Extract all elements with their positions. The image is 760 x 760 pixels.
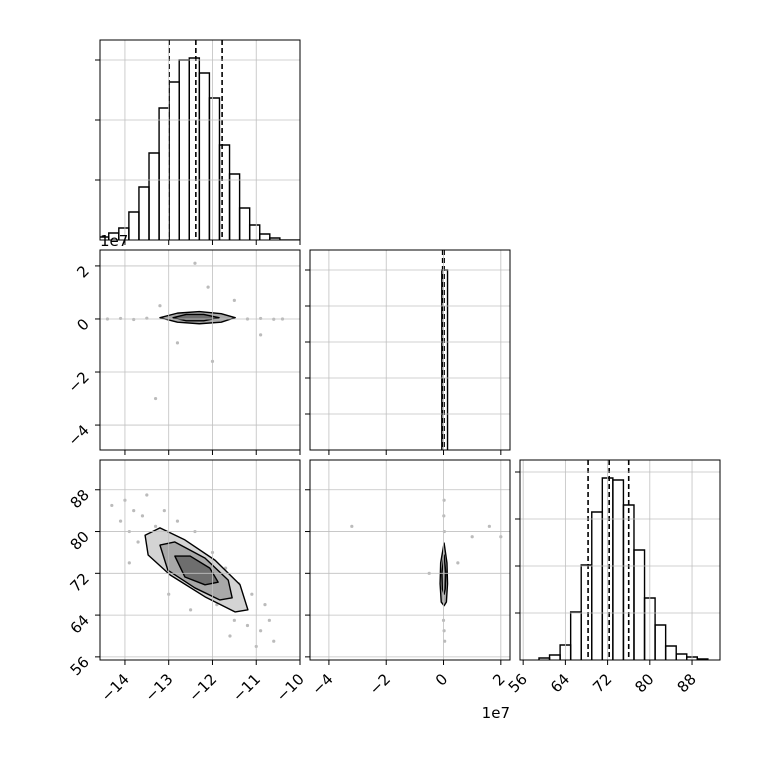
sample-point [232,618,236,622]
histogram-bin [188,57,201,240]
sample-point [259,316,263,321]
y-tick-label: 0 [73,315,92,334]
panel-layer [441,250,449,450]
histogram-bin [158,107,170,240]
sample-point [470,535,474,539]
density-contour [174,555,219,586]
sample-point [153,396,158,401]
x-tick-label: 80 [631,670,657,696]
histogram-bin [228,173,241,240]
y-tick-label: 64 [67,611,93,637]
panel-layer [105,261,285,401]
histogram-bin [591,511,604,660]
panel-frame [99,39,301,241]
x-tick-label: −10 [273,670,308,705]
x-tick-label: 2 [489,670,508,689]
panel-frame [309,249,511,451]
histogram-bin [548,654,561,660]
sample-point [175,341,180,345]
x-tick-label: 0 [432,670,451,689]
sample-point [272,639,276,643]
sample-point [132,509,136,513]
x-tick-label: 72 [589,670,615,696]
histogram-bin [612,479,625,660]
sample-point [162,509,166,513]
histogram-bin [248,224,261,240]
histogram-bin [168,81,180,240]
sample-point [132,317,136,322]
sample-point [118,316,123,321]
histogram-bin [580,564,593,660]
x-tick-label: 88 [674,670,700,696]
panel-layer [350,498,503,643]
panel-layer [100,40,300,240]
x-offset-label: 1e7 [482,704,510,722]
sample-point [228,634,232,638]
y-tick-label: −2 [64,368,92,396]
sample-point [158,304,162,308]
x-tick-label: 56 [505,670,531,696]
sample-point [442,498,446,502]
sample-point [245,623,250,628]
x-tick-label: −14 [98,670,133,705]
y-offset-label: 1e7 [100,232,128,250]
panel-frame [519,459,721,661]
sample-point [259,629,263,633]
panel-frame [99,249,301,451]
histogram-bin [238,207,251,240]
y-tick-label: 72 [67,569,93,595]
sample-point [250,592,254,596]
sample-point [175,519,180,523]
sample-point [193,261,197,265]
sample-point [267,618,271,622]
y-tick-label: 2 [73,262,92,281]
sample-point [263,603,267,607]
y-tick-label: −4 [64,421,92,449]
panel-frame [309,459,511,661]
histogram-bin [148,152,160,240]
y-tick-label: 88 [67,486,93,512]
histogram-bin [178,59,190,240]
x-tick-label: −13 [141,670,176,705]
x-tick-label: −2 [366,670,394,698]
histogram-bin [198,72,211,240]
y-tick-label: 56 [67,653,93,679]
histogram-bin [569,611,582,660]
panel-frame [99,459,301,661]
sample-point [456,561,460,565]
histogram-bin [218,144,231,240]
x-tick-label: −4 [308,670,336,698]
histogram-bin [664,645,677,660]
histogram-bin [633,549,646,660]
x-tick-label: −12 [185,670,220,705]
histogram-bin [654,624,667,660]
x-tick-label: 64 [547,670,573,696]
panel-layer [538,460,709,660]
sample-point [259,333,263,337]
sample-point [232,298,236,302]
sample-point [188,608,193,612]
sample-point [140,514,145,518]
sample-point [350,524,354,528]
sample-point [153,524,158,528]
histogram-bin [128,211,140,240]
histogram-bin [138,186,150,240]
sample-point [487,524,491,528]
histogram-bin [675,653,688,660]
histogram-bin [208,97,221,240]
sample-point [206,285,210,289]
sample-point [145,493,149,497]
sample-point [136,540,140,544]
sample-point [127,561,131,565]
sample-point [118,519,123,523]
x-tick-label: −11 [229,670,264,705]
panel-layer [110,493,276,649]
histogram-bin [259,233,271,240]
histogram-bin [269,237,281,240]
sample-point [110,503,114,508]
sample-point [442,629,446,633]
y-tick-label: 80 [67,528,93,554]
